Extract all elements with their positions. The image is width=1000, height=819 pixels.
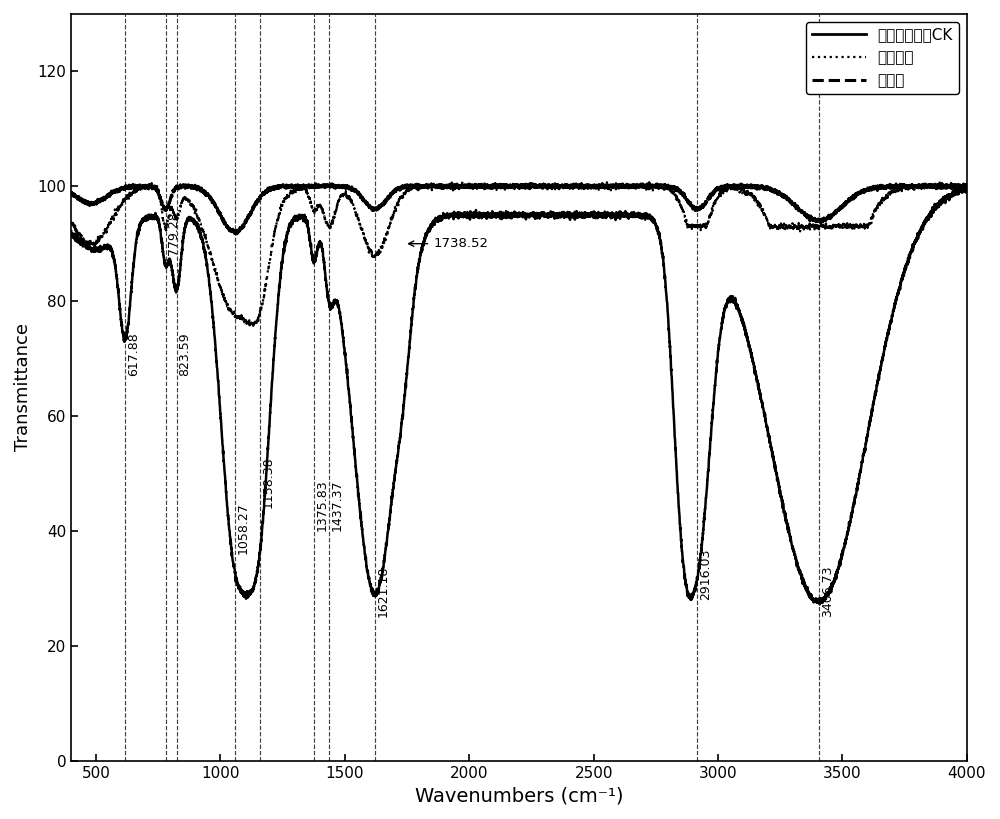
Line: 实施例: 实施例 [71, 183, 967, 234]
对比案例 [403, 183, 415, 193]
对比案例 [65, 218, 77, 228]
X-axis label: Wavenumbers (cm⁻¹): Wavenumbers (cm⁻¹) [415, 786, 623, 805]
实施例 [961, 180, 973, 190]
对比案例 [479, 177, 491, 187]
实施例 [403, 181, 415, 191]
Text: 1375.83: 1375.83 [315, 479, 328, 531]
Text: 823.59: 823.59 [178, 333, 191, 376]
Text: 1158.38: 1158.38 [261, 456, 274, 508]
Text: 2916.03: 2916.03 [699, 549, 712, 600]
花椒籽超微粉CK [954, 187, 966, 197]
对比案例 [467, 180, 479, 190]
Text: 617.88: 617.88 [127, 332, 140, 376]
Text: 1738.52: 1738.52 [409, 238, 488, 250]
实施例 [278, 181, 290, 191]
Y-axis label: Transmittance: Transmittance [14, 324, 32, 451]
实施例 [65, 190, 77, 200]
Text: 1621.18: 1621.18 [377, 566, 390, 617]
对比案例 [278, 197, 290, 206]
实施例 [954, 180, 966, 190]
花椒籽超微粉CK [467, 212, 479, 222]
Legend: 花椒籽超微粉CK, 对比案例, 实施例: 花椒籽超微粉CK, 对比案例, 实施例 [806, 21, 959, 94]
Text: 1437.37: 1437.37 [331, 479, 344, 531]
对比案例 [961, 181, 973, 191]
Line: 对比案例: 对比案例 [71, 182, 967, 328]
实施例 [467, 180, 479, 190]
花椒籽超微粉CK [283, 223, 295, 233]
花椒籽超微粉CK [278, 243, 290, 253]
对比案例 [273, 209, 285, 219]
对比案例 [247, 323, 259, 333]
实施例 [273, 183, 285, 192]
Text: 1058.27: 1058.27 [236, 502, 249, 554]
花椒籽超微粉CK [403, 349, 415, 359]
实施例 [231, 229, 243, 239]
Line: 花椒籽超微粉CK: 花椒籽超微粉CK [71, 187, 967, 604]
对比案例 [954, 182, 966, 192]
花椒籽超微粉CK [65, 226, 77, 236]
花椒籽超微粉CK [814, 600, 826, 609]
Text: 3406.73: 3406.73 [821, 566, 834, 617]
Text: 779.28: 779.28 [167, 211, 180, 256]
花椒籽超微粉CK [961, 182, 973, 192]
实施例 [936, 179, 948, 188]
花椒籽超微粉CK [273, 281, 285, 291]
对比案例 [283, 188, 295, 198]
实施例 [283, 182, 295, 192]
